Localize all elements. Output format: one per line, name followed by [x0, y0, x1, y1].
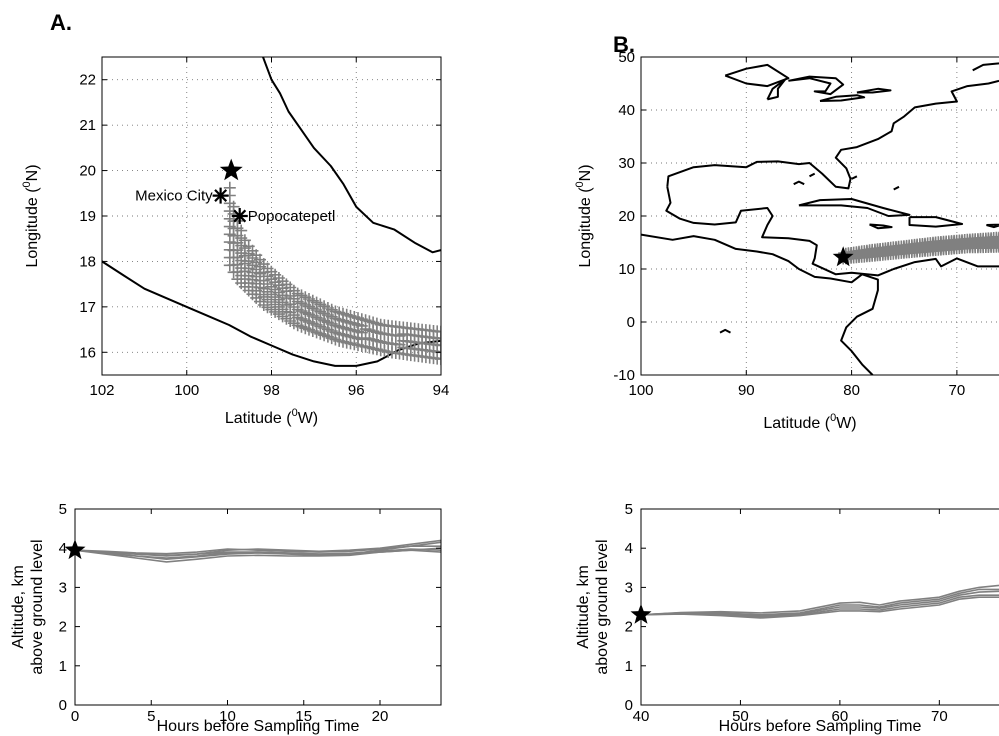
- ytick-label-1: 17: [79, 299, 96, 316]
- xtick-label-3: 70: [949, 382, 966, 399]
- xtick-label-0: 100: [628, 382, 653, 399]
- xtick-label-4: 20: [372, 708, 389, 725]
- chart-a-map-ticks: 102 100 98 96 94 16 17 18 19 20 21 22: [79, 57, 449, 399]
- coastline-15: [810, 174, 815, 177]
- chart-a-map-markers: Mexico City Popocatepetl: [135, 159, 335, 225]
- annotation-0: Mexico City: [135, 188, 213, 205]
- xtick-label-1: 100: [174, 382, 199, 399]
- coastline-17: [852, 176, 857, 179]
- chart-b-altitude-series: [641, 585, 999, 618]
- xtick-label-2: 98: [263, 382, 280, 399]
- chart-a-altitude-ylabel-line1: Altitude, km: [10, 565, 27, 649]
- coastline-12: [973, 63, 999, 70]
- chart-b-map-ylabel: Longitude (0N): [574, 164, 594, 267]
- coastline-9: [910, 217, 963, 227]
- chart-b-map-frame: [641, 57, 999, 375]
- coastline-7: [857, 89, 891, 93]
- xtick-label-0: 102: [89, 382, 114, 399]
- coastline-6: [820, 95, 864, 101]
- ytick-label-1: 1: [625, 658, 633, 675]
- ytick-label-0: -10: [613, 367, 635, 384]
- chart-a-altitude-frame: [75, 509, 441, 705]
- chart-a-map-xlabel: Latitude (0W): [225, 407, 318, 427]
- ytick-label-1: 0: [627, 314, 635, 331]
- chart-b-altitude: 40 50 60 70 0 1 2 3 4 5 Hours before Sampling Tim…: [575, 501, 999, 735]
- ytick-label-2: 18: [79, 253, 96, 270]
- coastline-10: [870, 225, 892, 229]
- xtick-label-1: 5: [147, 708, 155, 725]
- chart-b-altitude-ylabel-line2: above ground level: [594, 539, 611, 674]
- coastline-13: [720, 330, 731, 333]
- xtick-label-0: 40: [633, 708, 650, 725]
- coastline-16: [894, 187, 899, 190]
- xtick-label-1: 90: [738, 382, 755, 399]
- ytick-label-5: 21: [79, 117, 96, 134]
- xtick-label-4: 94: [433, 382, 450, 399]
- chart-a-altitude-xlabel: Hours before Sampling Time: [157, 718, 360, 735]
- ytick-label-3: 3: [625, 579, 633, 596]
- xtick-label-3: 96: [348, 382, 365, 399]
- chart-b-map-xlabel: Latitude (0W): [763, 412, 856, 432]
- ytick-label-3: 19: [79, 208, 96, 225]
- coastline-14: [794, 182, 805, 185]
- ytick-label-5: 40: [618, 102, 635, 119]
- coastline-5: [788, 77, 843, 95]
- chart-b-map: 100 90 80 70 -10 0 10 20 30 40 50 Latitude (0W) Lo…: [574, 49, 999, 432]
- chart-b-map-coastlines: [641, 63, 999, 375]
- ytick-label-5: 5: [625, 501, 633, 518]
- coastline-8: [799, 199, 910, 216]
- ytick-label-4: 20: [79, 163, 96, 180]
- ytick-label-6: 50: [618, 49, 635, 66]
- sampling-star-marker: [220, 159, 243, 181]
- xtick-label-0: 0: [71, 708, 79, 725]
- chart-a-altitude-ylabel-line2: above ground level: [29, 539, 46, 674]
- ytick-label-6: 22: [79, 72, 96, 89]
- ytick-label-4: 4: [625, 540, 633, 557]
- chart-a-map: Mexico City Popocatepetl 102 100 98 96 94 16 17…: [21, 57, 449, 427]
- xtick-label-2: 80: [843, 382, 860, 399]
- chart-b-altitude-ylabel-line1: Altitude, km: [575, 565, 592, 649]
- ytick-label-2: 2: [59, 619, 67, 636]
- chart-b-map-ticks: 100 90 80 70 -10 0 10 20 30 40 50: [613, 49, 965, 399]
- coastline-11: [986, 225, 999, 228]
- ytick-label-0: 0: [625, 697, 633, 714]
- ytick-label-1: 1: [59, 658, 67, 675]
- ytick-label-0: 16: [79, 344, 96, 361]
- panel-a-label: A.: [50, 10, 72, 35]
- ytick-label-3: 3: [59, 579, 67, 596]
- asterisk-marker-1: [232, 208, 248, 224]
- chart-b-map-grid: [641, 57, 999, 375]
- ytick-label-2: 2: [625, 619, 633, 636]
- annotation-1: Popocatepetl: [248, 208, 336, 225]
- ytick-label-3: 20: [618, 208, 635, 225]
- xtick-label-3: 70: [931, 708, 948, 725]
- chart-a-altitude-series: [75, 540, 441, 562]
- ytick-label-2: 10: [618, 261, 635, 278]
- chart-a-altitude: 0 5 10 15 20 0 1 2 3 4 5 Hours before Sampling Tim…: [10, 501, 441, 735]
- chart-b-altitude-xlabel: Hours before Sampling Time: [719, 718, 922, 735]
- ytick-label-4: 4: [59, 540, 67, 557]
- asterisk-marker-0: [213, 188, 229, 204]
- ytick-label-4: 30: [618, 155, 635, 172]
- ytick-label-0: 0: [59, 697, 67, 714]
- chart-a-map-ylabel: Longitude (0N): [21, 164, 41, 267]
- chart-b-map-trajectories: [838, 232, 999, 265]
- chart-a-altitude-ticks: 0 5 10 15 20 0 1 2 3 4 5: [59, 501, 441, 725]
- ytick-label-5: 5: [59, 501, 67, 518]
